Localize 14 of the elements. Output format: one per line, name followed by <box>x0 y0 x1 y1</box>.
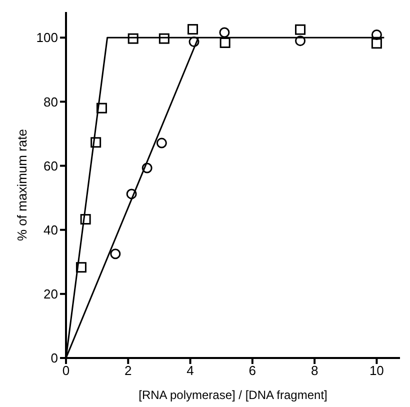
x-tick-label: 10 <box>369 363 384 378</box>
x-axis-title: [RNA polymerase] / [DNA fragment] <box>138 388 328 402</box>
y-tick-label: 100 <box>36 30 58 46</box>
y-tick-label: 0 <box>50 350 58 366</box>
y-tick-label: 40 <box>44 222 58 238</box>
y-tick-label: 60 <box>44 158 58 174</box>
y-axis-title: % of maximum rate <box>14 129 30 241</box>
x-tick-label: 0 <box>62 363 70 378</box>
y-tick-label: 20 <box>44 286 58 302</box>
y-tick-label: 80 <box>44 94 58 110</box>
x-tick-label: 8 <box>310 363 318 378</box>
x-tick-label: 6 <box>248 363 256 378</box>
x-tick-label: 2 <box>124 363 132 378</box>
x-tick-label: 4 <box>186 363 194 378</box>
